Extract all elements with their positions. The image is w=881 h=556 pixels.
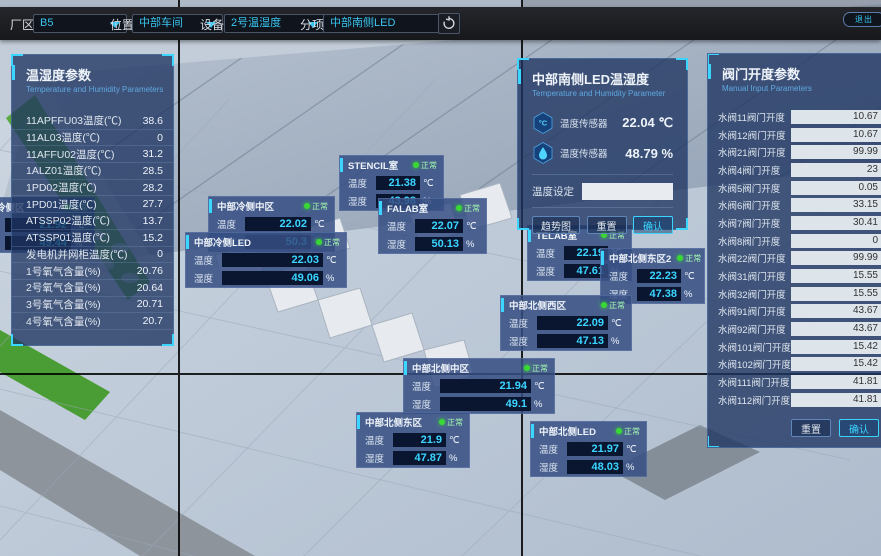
svg-text:°C: °C xyxy=(539,119,548,128)
